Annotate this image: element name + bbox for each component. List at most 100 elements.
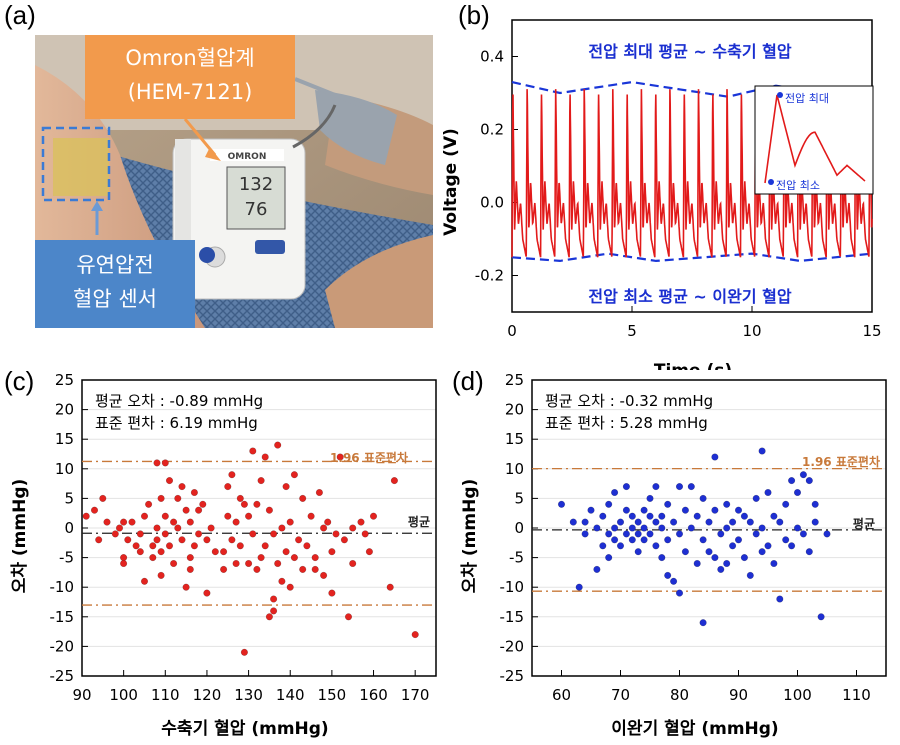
c-xtick-label: 160 <box>359 686 388 704</box>
c-data-point <box>82 512 90 520</box>
c-ytick-label: -20 <box>50 637 75 655</box>
c-data-point <box>311 554 319 562</box>
d-data-point <box>705 548 713 556</box>
c-data-point <box>161 512 169 520</box>
d-ytick-label: -25 <box>500 667 525 685</box>
d-data-point <box>723 559 731 568</box>
c-data-point <box>178 536 186 544</box>
d-ytick-label: -5 <box>509 549 524 567</box>
c-data-point <box>336 453 344 461</box>
d-data-point <box>675 483 684 491</box>
c-data-point <box>253 500 261 508</box>
c-data-point <box>261 542 269 550</box>
chart-diastolic-error: 60 70 80 90 100 110 -25 -20 -15 -10 -5 0 5 10 15 20 25 평… <box>460 371 887 739</box>
d-data-point <box>717 530 725 538</box>
d-data-point <box>764 542 772 550</box>
d-data-point <box>693 559 701 568</box>
d-data-point <box>628 512 636 520</box>
c-axes: 90 100 110 120 130 140 150 160 170-25-20-15-10-5… <box>50 371 437 704</box>
c-data-point <box>274 559 282 568</box>
c-data-point <box>161 459 169 467</box>
callout-sensor-line2: 혈압 센서 <box>73 287 157 311</box>
d-data-point <box>740 554 748 562</box>
c-data-point <box>145 500 153 508</box>
d-data-point <box>799 471 807 479</box>
d-stats-line1: 평균 오차 : -0.32 mmHg <box>545 392 713 410</box>
d-xtick-label: 100 <box>783 686 812 704</box>
c-data-point <box>157 548 165 556</box>
d-data-point <box>752 530 760 538</box>
d-data-point <box>681 548 689 556</box>
c-data-point <box>174 494 182 502</box>
c-xtick-label: 170 <box>401 686 430 704</box>
c-xtick-label: 110 <box>151 686 180 704</box>
c-data-point <box>220 565 228 573</box>
callout-omron-monitor: Omron혈압계 (HEM-7121) <box>85 41 295 109</box>
c-data-point <box>290 554 298 562</box>
d-data-point <box>646 494 654 502</box>
c-data-point <box>332 530 340 538</box>
c-ytick-label: 15 <box>55 430 74 448</box>
d-data-point <box>776 595 784 603</box>
panel-label-d: (d) <box>452 366 484 396</box>
d-ytick-label: 20 <box>505 401 524 419</box>
d-data-point <box>634 548 642 556</box>
c-data-point <box>249 447 257 455</box>
inset-label-min: 전압 최소 <box>776 179 820 192</box>
c-data-point <box>386 583 394 591</box>
d-data-point <box>758 524 766 532</box>
d-data-point <box>658 554 666 562</box>
c-data-point <box>199 500 207 508</box>
d-data-point <box>693 512 701 520</box>
d-data-point <box>557 500 566 508</box>
wave-xtick-label: 5 <box>627 322 637 340</box>
d-data-point <box>605 500 613 508</box>
inset-frame <box>754 85 874 195</box>
d-data-point <box>793 524 802 532</box>
d-data-point <box>611 536 619 544</box>
d-data-point <box>675 589 684 597</box>
c-data-point <box>357 518 365 526</box>
c-data-point <box>136 530 144 538</box>
d-data-point <box>628 536 636 544</box>
wave-annotation-bottom: 전압 최소 평균 ~ 이완기 혈압 <box>588 287 791 306</box>
d-data-point <box>758 548 766 556</box>
d-data-point <box>764 488 772 497</box>
d-data-point <box>581 518 589 526</box>
c-xtick-label: 130 <box>234 686 263 704</box>
c-data-point <box>157 494 165 502</box>
c-ytick-label: -5 <box>59 549 74 567</box>
c-ytick-label: 20 <box>55 401 74 419</box>
c-data-point <box>369 512 378 520</box>
c-data-point <box>361 530 369 538</box>
c-ytick-label: 0 <box>64 519 74 537</box>
d-data-point <box>646 512 654 520</box>
c-data-point <box>240 500 248 508</box>
c-data-point <box>186 518 194 526</box>
c-ytick-label: -10 <box>50 578 75 596</box>
c-data-point <box>203 536 211 544</box>
chart-voltage-waveform: 0 5 10 15 -0.2 0.0 0.2 0.4 전압 최대 평균 ~ 수축기 혈압 전압… <box>441 19 882 370</box>
d-ytick-label: -15 <box>500 608 525 626</box>
d-data-point <box>581 530 589 538</box>
c-data-point <box>170 559 178 568</box>
d-data-point <box>734 506 743 514</box>
d-lines <box>532 467 886 592</box>
c-data-point <box>103 518 111 526</box>
d-data-point <box>699 536 707 544</box>
c-data-point <box>320 571 328 579</box>
c-data-point <box>153 524 161 532</box>
d-data-point <box>634 518 642 526</box>
d-mean-label: 평균 <box>853 517 875 531</box>
c-data-point <box>165 542 174 550</box>
c-points <box>82 441 419 656</box>
c-data-point <box>207 524 215 532</box>
device-brand: OMRON <box>228 152 267 162</box>
d-data-point <box>770 512 778 520</box>
c-data-point <box>249 530 257 538</box>
d-data-point <box>770 559 778 568</box>
d-data-point <box>605 554 613 562</box>
c-data-point <box>278 524 286 532</box>
wave-ytick-label: -0.2 <box>475 267 504 285</box>
c-data-point <box>149 542 157 550</box>
